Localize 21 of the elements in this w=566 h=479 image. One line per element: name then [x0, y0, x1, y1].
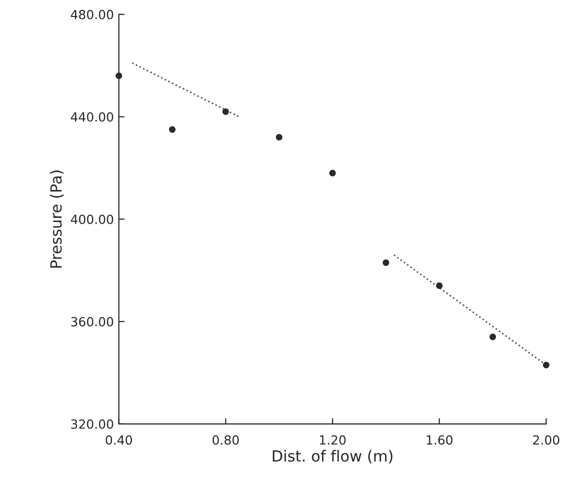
point	[436, 282, 443, 289]
y-tick-label: 320.00	[71, 419, 114, 429]
point	[329, 170, 336, 176]
y-tick-label: 360.00	[71, 317, 114, 326]
y-tick-label: 440.00	[70, 112, 114, 122]
point	[222, 108, 229, 115]
x-tick-label: 0.80	[212, 435, 239, 445]
x-tick-label: 1.20	[320, 435, 346, 445]
y-axis-title: Pressure (Pa)	[50, 170, 64, 268]
x-tick-label: 0.40	[106, 435, 132, 445]
y-tick-label: 400.00	[70, 214, 114, 224]
y-tick-label: 480.00	[70, 10, 114, 20]
x-tick-label: 2.00	[533, 435, 560, 445]
point	[382, 259, 390, 266]
x-tick-label: 1.60	[426, 435, 452, 445]
x-axis-title: Dist. of flow (m)	[272, 450, 392, 464]
point	[276, 134, 282, 140]
point	[169, 126, 176, 133]
point	[490, 334, 496, 340]
point	[542, 362, 550, 368]
point	[116, 72, 122, 80]
